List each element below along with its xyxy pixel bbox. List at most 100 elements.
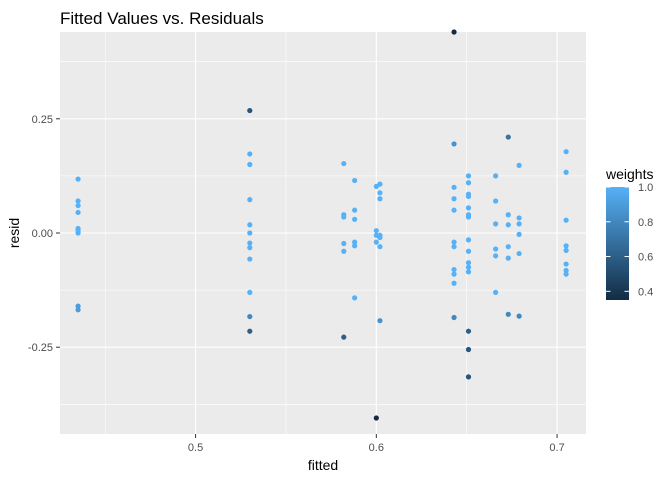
- data-point-31: [352, 243, 358, 249]
- data-point-72: [493, 198, 499, 204]
- data-point-81: [505, 255, 511, 261]
- data-point-88: [516, 313, 522, 319]
- data-point-55: [451, 314, 457, 321]
- x-tick-label-2: 0.7: [549, 442, 564, 454]
- x-tick-label-1: 0.6: [369, 442, 384, 454]
- data-point-21: [341, 160, 347, 167]
- grid-major: [60, 32, 586, 434]
- data-point-23: [341, 214, 347, 220]
- x-axis: 0.5 0.6 0.7: [188, 434, 565, 454]
- y-axis-title: resid: [6, 218, 22, 248]
- data-point-77: [505, 134, 511, 140]
- data-point-90: [563, 169, 569, 175]
- data-point-73: [493, 221, 499, 227]
- data-point-38: [377, 181, 383, 187]
- data-point-48: [451, 196, 457, 202]
- data-point-30: [352, 239, 358, 245]
- data-points: [75, 29, 569, 421]
- data-point-49: [451, 207, 457, 213]
- data-point-63: [465, 237, 472, 243]
- data-point-78: [505, 212, 511, 218]
- data-point-45: [451, 29, 457, 35]
- data-point-75: [493, 253, 499, 259]
- data-point-39: [377, 190, 383, 196]
- data-point-7: [75, 303, 81, 309]
- data-point-0: [75, 176, 81, 182]
- data-point-11: [247, 161, 253, 168]
- data-point-42: [377, 234, 383, 241]
- data-point-26: [341, 334, 347, 340]
- data-point-76: [493, 289, 499, 295]
- data-point-74: [493, 246, 499, 252]
- data-point-96: [563, 271, 569, 277]
- data-point-28: [352, 207, 358, 213]
- data-point-68: [465, 328, 472, 334]
- data-point-86: [516, 231, 522, 237]
- data-point-93: [563, 247, 569, 253]
- data-point-10: [247, 151, 253, 157]
- data-point-27: [352, 177, 358, 184]
- data-point-15: [247, 240, 253, 246]
- data-point-46: [451, 141, 457, 147]
- data-point-80: [505, 244, 511, 250]
- data-point-37: [373, 415, 379, 421]
- data-point-71: [493, 173, 499, 179]
- data-point-16: [247, 245, 253, 251]
- colorbar: [606, 187, 629, 300]
- data-point-87: [516, 250, 522, 257]
- data-point-3: [75, 209, 81, 216]
- legend-label-3: 1.0: [638, 182, 653, 194]
- data-point-95: [563, 267, 569, 274]
- y-axis: -0.25 0.00 0.25: [28, 114, 60, 354]
- data-point-9: [247, 107, 253, 114]
- data-point-6: [75, 230, 81, 236]
- data-point-40: [377, 196, 383, 202]
- data-point-51: [451, 244, 457, 250]
- data-point-12: [247, 197, 253, 203]
- data-point-64: [465, 248, 472, 254]
- legend-label-0: 0.4: [638, 286, 653, 298]
- data-point-65: [465, 260, 472, 266]
- data-point-92: [563, 243, 569, 249]
- y-tick-label-0: -0.25: [28, 342, 53, 354]
- legend: weights 0.4 0.6 0.8 1.0: [605, 166, 653, 300]
- data-point-52: [451, 266, 457, 273]
- data-point-18: [247, 289, 253, 295]
- data-point-36: [373, 239, 379, 245]
- legend-ticks: 0.4 0.6 0.8 1.0: [606, 182, 653, 298]
- x-tick-label-0: 0.5: [188, 442, 203, 454]
- legend-title: weights: [605, 166, 653, 182]
- data-point-70: [465, 374, 472, 380]
- data-point-85: [516, 221, 522, 227]
- data-point-56: [465, 173, 472, 179]
- data-point-69: [465, 346, 472, 353]
- data-point-83: [516, 162, 522, 168]
- data-point-34: [373, 228, 379, 234]
- data-point-84: [516, 215, 522, 221]
- data-point-1: [75, 198, 81, 204]
- data-point-54: [451, 280, 457, 286]
- data-point-2: [75, 202, 81, 209]
- data-point-91: [563, 217, 569, 223]
- data-point-79: [505, 222, 511, 228]
- data-point-13: [247, 222, 253, 228]
- data-point-17: [247, 256, 253, 262]
- data-point-82: [505, 311, 511, 317]
- data-point-24: [341, 240, 347, 247]
- data-point-66: [465, 264, 472, 270]
- data-point-89: [563, 149, 569, 155]
- data-point-43: [377, 244, 383, 250]
- data-point-20: [247, 328, 253, 334]
- y-tick-label-1: 0.00: [32, 228, 53, 240]
- data-point-57: [465, 180, 472, 186]
- data-point-25: [341, 248, 347, 254]
- data-point-67: [465, 269, 472, 275]
- y-tick-label-2: 0.25: [32, 114, 53, 126]
- data-point-8: [75, 307, 81, 313]
- data-point-47: [451, 184, 457, 190]
- data-point-32: [352, 295, 358, 301]
- data-point-53: [451, 271, 457, 277]
- chart-title: Fitted Values vs. Residuals: [60, 9, 264, 28]
- data-point-50: [451, 239, 457, 245]
